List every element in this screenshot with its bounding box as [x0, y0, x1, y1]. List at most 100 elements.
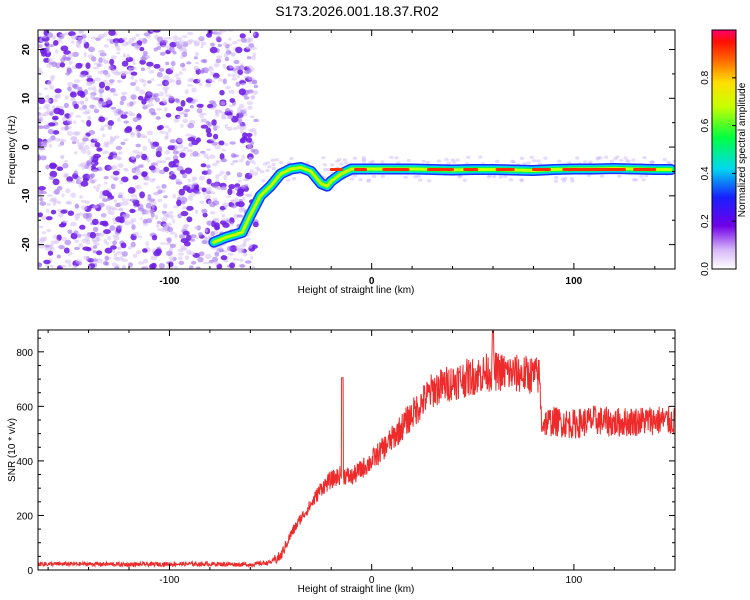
- noise-dot: [195, 236, 199, 240]
- noise-dot: [211, 141, 218, 146]
- noise-dot: [204, 236, 208, 241]
- noise-dot: [157, 145, 163, 152]
- noise-dot: [129, 208, 136, 214]
- noise-dot: [221, 213, 225, 218]
- noise-dot: [122, 201, 129, 206]
- noise-dot: [132, 61, 136, 65]
- noise-dot: [242, 132, 248, 139]
- noise-dot: [67, 82, 74, 87]
- noise-dot: [107, 236, 111, 241]
- noise-dot: [114, 176, 120, 180]
- top-x-axis-label: Height of straight line (km): [298, 285, 415, 296]
- noise-dot: [152, 30, 161, 33]
- noise-dot: [139, 217, 143, 220]
- noise-dot: [157, 198, 163, 203]
- noise-dot: [92, 205, 99, 209]
- noise-dot: [249, 159, 254, 163]
- noise-dot: [519, 179, 524, 183]
- noise-dot: [168, 211, 174, 215]
- noise-dot: [132, 253, 138, 258]
- noise-dot: [40, 236, 46, 242]
- noise-dot: [169, 46, 175, 53]
- noise-dot: [274, 158, 279, 162]
- noise-dot: [60, 45, 69, 52]
- noise-dot: [199, 200, 205, 204]
- noise-dot: [238, 112, 244, 119]
- noise-dot: [109, 210, 115, 215]
- noise-dot: [132, 175, 139, 180]
- noise-dot: [252, 90, 259, 95]
- noise-dot: [79, 195, 83, 199]
- noise-dot: [77, 142, 84, 148]
- noise-dot: [108, 206, 116, 210]
- noise-dot: [205, 186, 212, 192]
- noise-dot: [179, 234, 186, 239]
- noise-dot: [69, 91, 77, 98]
- noise-dot: [227, 73, 232, 77]
- noise-dot: [368, 161, 373, 165]
- noise-dot: [38, 186, 46, 191]
- noise-dot: [100, 101, 107, 106]
- noise-dot: [130, 194, 138, 198]
- noise-dot: [165, 113, 172, 118]
- noise-dot: [184, 89, 189, 95]
- noise-dot: [213, 133, 219, 140]
- noise-dot: [236, 75, 240, 79]
- noise-dot: [97, 101, 103, 107]
- noise-dot: [99, 93, 103, 98]
- noise-dot: [38, 154, 41, 161]
- noise-dot: [260, 170, 265, 174]
- noise-dot: [219, 170, 225, 175]
- noise-dot: [169, 243, 177, 248]
- noise-dot: [74, 213, 81, 219]
- noise-dot: [168, 173, 172, 176]
- noise-dot: [133, 42, 138, 47]
- noise-dot: [175, 106, 184, 112]
- noise-dot: [103, 229, 111, 235]
- noise-dot: [110, 106, 117, 110]
- noise-dot: [200, 124, 209, 129]
- noise-dot: [236, 172, 243, 178]
- noise-dot: [183, 240, 191, 247]
- noise-dot: [97, 183, 101, 188]
- noise-dot: [222, 63, 227, 69]
- noise-dot: [236, 39, 243, 42]
- noise-dot: [159, 160, 167, 164]
- noise-dot: [79, 224, 86, 230]
- noise-dot: [212, 200, 220, 206]
- noise-dot: [48, 122, 56, 127]
- noise-dot: [183, 113, 188, 118]
- noise-dot: [342, 158, 348, 162]
- noise-dot: [163, 166, 170, 172]
- noise-dot: [229, 217, 235, 225]
- noise-dot: [201, 239, 208, 245]
- noise-dot: [156, 220, 162, 225]
- noise-dot: [215, 160, 221, 163]
- noise-dot: [250, 127, 257, 133]
- noise-dot: [107, 125, 112, 130]
- noise-dot: [588, 160, 593, 164]
- noise-dot: [286, 178, 291, 182]
- noise-dot: [93, 137, 99, 141]
- noise-dot: [64, 259, 72, 264]
- noise-dot: [553, 179, 559, 183]
- noise-dot: [235, 81, 241, 87]
- noise-dot: [38, 244, 46, 249]
- noise-dot: [42, 35, 47, 39]
- noise-dot: [217, 43, 222, 48]
- noise-dot: [112, 240, 117, 246]
- noise-dot: [52, 98, 58, 103]
- noise-dot: [230, 222, 235, 226]
- noise-dot: [153, 192, 159, 196]
- noise-dot: [101, 213, 107, 218]
- noise-dot: [238, 88, 247, 96]
- noise-dot: [196, 103, 204, 108]
- noise-dot: [337, 158, 342, 162]
- noise-dot: [186, 205, 194, 211]
- noise-dot: [71, 83, 78, 89]
- noise-dot: [106, 82, 114, 86]
- noise-dot: [176, 116, 181, 119]
- noise-dot: [255, 166, 260, 170]
- noise-dot: [72, 131, 80, 136]
- track-outer-band: [208, 162, 675, 248]
